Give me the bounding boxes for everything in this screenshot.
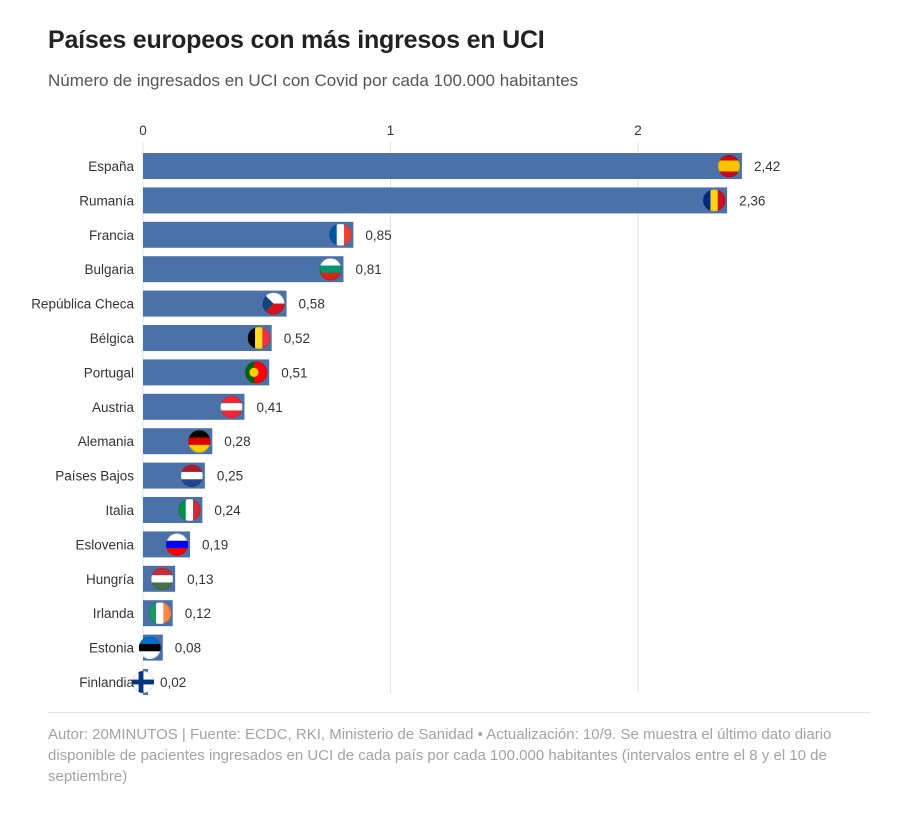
x-axis-ticks: 0 1 2 [139, 123, 642, 138]
flag-fi-icon [132, 671, 154, 693]
bar [143, 187, 728, 214]
value-label: 2,36 [739, 193, 765, 208]
flag-de-icon [188, 430, 211, 453]
value-label: 0,51 [281, 365, 307, 380]
value-label: 0,13 [187, 572, 213, 587]
category-label: Portugal [84, 365, 134, 380]
category-label: Austria [92, 400, 135, 415]
category-label: República Checa [31, 297, 134, 312]
flag-be-icon [247, 327, 271, 349]
bar [143, 256, 344, 283]
flag-es-icon [717, 155, 740, 178]
value-label: 0,24 [214, 503, 241, 518]
bar [143, 221, 354, 248]
flag-hu-icon [151, 567, 174, 591]
value-label: 0,08 [175, 641, 201, 656]
flag-ee-icon [138, 636, 161, 660]
x-tick-label-1: 1 [387, 123, 395, 138]
category-label: Países Bajos [55, 469, 134, 484]
flag-nl-icon [180, 464, 203, 488]
footer-note: Autor: 20MINUTOS | Fuente: ECDC, RKI, Mi… [48, 726, 832, 785]
value-label: 0,02 [160, 675, 186, 690]
category-label: Italia [105, 503, 134, 518]
x-tick-label-2: 2 [634, 123, 642, 138]
value-label: 0,52 [284, 331, 310, 346]
category-label: Bulgaria [84, 262, 134, 277]
category-label: Eslovenia [75, 537, 134, 552]
category-label: Estonia [89, 641, 135, 656]
bars: 2,42 2,36 0,85 0,81 0,58 0,52 0,51 0,41 0,28 0,25… [132, 153, 780, 695]
chart-subtitle: Número de ingresados en UCI con Covid po… [48, 71, 579, 90]
category-label: Francia [89, 228, 135, 243]
category-label: Finlandia [79, 675, 134, 690]
value-label: 0,85 [365, 228, 391, 243]
flag-cz-icon [262, 292, 285, 315]
flag-ro-icon [703, 189, 726, 212]
category-label: Irlanda [93, 606, 135, 621]
flag-pt-icon [245, 361, 268, 384]
x-tick-label-0: 0 [139, 123, 147, 138]
value-label: 0,25 [217, 469, 243, 484]
flag-ie-icon [148, 602, 172, 625]
bar [143, 153, 742, 179]
chart-title: Países europeos con más ingresos en UCI [48, 26, 545, 54]
value-label: 0,81 [355, 262, 381, 277]
flag-si-icon [166, 533, 189, 556]
bar-chart: 0 1 2 2,42 2,36 0,85 0,81 0,58 0,52 0,51 0,41 0,28… [31, 123, 780, 695]
category-label: Bélgica [90, 331, 135, 346]
flag-it-icon [178, 499, 201, 521]
value-label: 0,28 [224, 434, 250, 449]
flag-at-icon [220, 395, 243, 419]
value-label: 0,58 [299, 297, 325, 312]
value-label: 0,12 [185, 606, 211, 621]
flag-bg-icon [319, 258, 342, 281]
footer-divider [48, 712, 870, 713]
value-label: 2,42 [754, 159, 780, 174]
flag-fr-icon [329, 223, 352, 246]
category-label: España [88, 159, 134, 174]
category-label: Rumanía [79, 193, 134, 208]
category-labels: España Rumanía Francia Bulgaria República Ch… [31, 159, 134, 690]
category-label: Alemania [78, 434, 135, 449]
value-label: 0,19 [202, 537, 228, 552]
category-label: Hungría [86, 572, 135, 587]
value-label: 0,41 [256, 400, 282, 415]
